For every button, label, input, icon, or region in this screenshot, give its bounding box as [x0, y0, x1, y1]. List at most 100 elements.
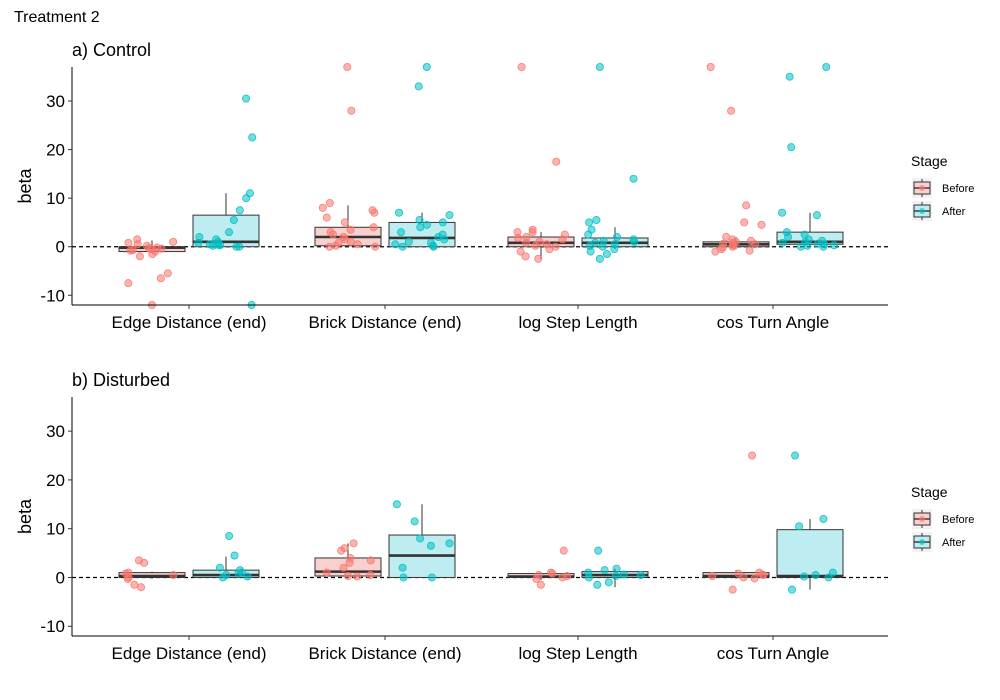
data-point — [708, 572, 717, 581]
x-tick-label: Brick Distance (end) — [308, 313, 461, 332]
data-point — [711, 247, 720, 256]
legend: Stage Before After — [911, 153, 974, 221]
data-point — [778, 238, 787, 247]
data-point — [347, 106, 356, 115]
panels: a) Control beta -10 0 10 20 30 Edge Distance (e… — [15, 40, 974, 663]
legend-label: After — [942, 206, 966, 218]
data-point — [243, 572, 252, 581]
y-tick-label: 20 — [46, 141, 65, 160]
data-point — [558, 235, 567, 244]
data-point — [124, 279, 133, 288]
legend-label: After — [942, 537, 966, 549]
data-point — [248, 133, 257, 142]
data-point — [445, 539, 454, 548]
data-point — [329, 230, 338, 239]
box-iqr — [776, 529, 844, 578]
data-point — [235, 206, 244, 215]
data-point — [325, 198, 334, 207]
data-point — [602, 249, 611, 258]
data-point — [796, 242, 805, 251]
data-point — [148, 249, 157, 258]
data-point — [787, 585, 796, 594]
data-point — [163, 269, 172, 278]
x-tick-label: cos Turn Angle — [717, 313, 829, 332]
data-point — [325, 242, 334, 251]
legend-item-before: Before — [912, 178, 974, 198]
y-tick-label: 30 — [46, 422, 65, 441]
data-point — [585, 218, 594, 227]
data-point — [586, 247, 595, 256]
data-point — [416, 223, 425, 232]
data-point — [121, 569, 130, 578]
data-point — [157, 244, 166, 253]
y-tick-label: -10 — [40, 617, 65, 636]
data-point — [811, 571, 820, 580]
x-tick-label: log Step Length — [518, 313, 637, 332]
data-point — [339, 563, 348, 572]
data-point — [750, 574, 759, 583]
data-point — [422, 63, 431, 72]
data-point — [532, 574, 541, 583]
data-point — [242, 94, 251, 103]
data-point — [340, 218, 349, 227]
data-point — [531, 241, 540, 250]
data-point — [604, 578, 613, 587]
data-point — [522, 238, 531, 247]
data-point — [784, 232, 793, 241]
data-point — [340, 235, 349, 244]
data-point — [229, 215, 238, 224]
data-point — [719, 239, 728, 248]
data-point — [398, 563, 407, 572]
data-point — [349, 539, 358, 548]
data-point — [610, 245, 619, 254]
legend-label: Before — [942, 183, 974, 195]
data-point — [392, 500, 401, 509]
y-tick-label: 30 — [46, 92, 65, 111]
data-point — [593, 580, 602, 589]
data-point — [415, 215, 424, 224]
data-point — [795, 522, 804, 531]
data-point — [399, 573, 408, 582]
data-point — [584, 230, 593, 239]
data-point — [369, 223, 378, 232]
legend-title: Stage — [911, 153, 948, 169]
data-point — [234, 569, 243, 578]
data-point — [225, 532, 234, 541]
data-point — [822, 63, 831, 72]
data-point — [600, 566, 609, 575]
data-point — [746, 236, 755, 245]
data-point — [528, 228, 537, 237]
data-point — [757, 220, 766, 229]
data-point — [813, 239, 822, 248]
data-point — [422, 220, 431, 229]
data-point — [740, 218, 749, 227]
y-tick-label: 0 — [56, 238, 65, 257]
x-tick-label: cos Turn Angle — [717, 644, 829, 663]
data-point — [599, 236, 608, 245]
data-point — [242, 194, 251, 203]
legend-key-point — [919, 539, 925, 545]
data-point — [214, 240, 223, 249]
data-point — [630, 237, 639, 246]
data-point — [619, 570, 628, 579]
data-point — [830, 241, 839, 250]
data-point — [584, 573, 593, 582]
legend-item-before: Before — [912, 509, 974, 529]
data-point — [438, 218, 447, 227]
data-point — [516, 247, 525, 256]
legend-key-point — [919, 185, 925, 191]
y-tick-label: 0 — [56, 568, 65, 587]
data-point — [791, 451, 800, 460]
data-point — [426, 238, 435, 247]
data-point — [391, 240, 400, 249]
data-point — [225, 228, 234, 237]
data-point — [739, 573, 748, 582]
y-tick-label: -10 — [40, 286, 65, 305]
data-point — [397, 228, 406, 237]
legend-label: Before — [942, 514, 974, 526]
data-point — [143, 241, 152, 250]
data-point — [156, 274, 165, 283]
data-point — [169, 237, 178, 246]
data-point — [230, 551, 239, 560]
legend-item-after: After — [912, 201, 966, 221]
